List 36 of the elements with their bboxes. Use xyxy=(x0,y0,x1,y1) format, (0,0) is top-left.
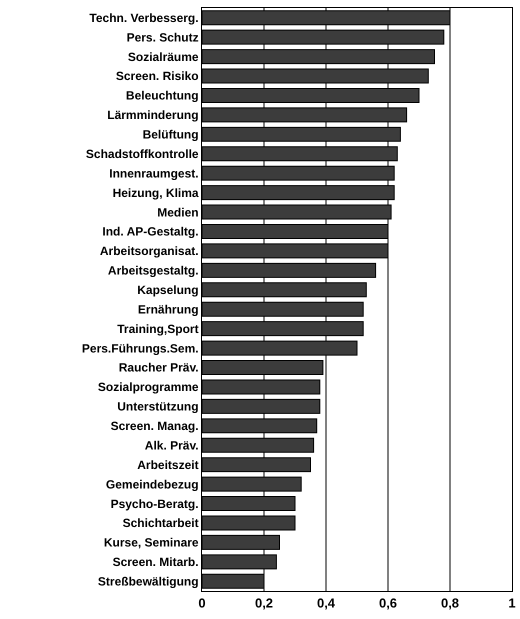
x-tick-label: 1 xyxy=(508,596,516,611)
y-tick-label: Screen. Manag. xyxy=(110,419,199,434)
y-tick-label: Raucher Präv. xyxy=(118,360,199,375)
y-tick-label: Heizung, Klima xyxy=(112,186,199,200)
y-tick-label: Belüftung xyxy=(142,128,199,142)
y-tick-label: Schadstoffkontrolle xyxy=(86,146,199,161)
y-tick-label: Gemeindebezug xyxy=(106,477,199,492)
y-tick-label: Pers. Schutz xyxy=(126,30,199,44)
y-tick-label: Innenraumgest. xyxy=(109,166,199,180)
x-tick-label: 0,8 xyxy=(440,596,460,611)
y-tick-label: Arbeitsorganisat. xyxy=(100,244,199,258)
y-tick-label: Sozialprogramme xyxy=(98,380,199,394)
y-tick-label: Sozialräume xyxy=(128,50,199,64)
y-tick-label: Arbeitszeit xyxy=(137,458,199,472)
y-tick-label: Screen. Risiko xyxy=(116,69,199,84)
y-tick-label: Screen. Mitarb. xyxy=(112,555,199,570)
y-tick-label: Techn. Verbesserg. xyxy=(89,10,199,25)
y-tick-label: Pers.Führungs.Sem. xyxy=(82,341,199,356)
y-tick-label: Ind. AP-Gestaltg. xyxy=(102,224,199,239)
y-tick-label: Beleuchtung xyxy=(126,88,199,103)
y-tick-label: Schichtarbeit xyxy=(122,516,199,530)
x-tick-label: 0 xyxy=(198,596,206,611)
y-tick-label: Alk. Präv. xyxy=(144,438,199,452)
x-tick-label: 0,4 xyxy=(316,596,336,611)
y-tick-label: Unterstützung xyxy=(117,400,199,414)
x-tick-label: 0,2 xyxy=(254,596,274,611)
y-tick-label: Lärmminderung xyxy=(107,108,199,122)
y-tick-label: Arbeitsgestaltg. xyxy=(108,264,199,278)
y-tick-label: Kurse, Seminare xyxy=(104,536,199,550)
y-tick-label: Psycho-Beratg. xyxy=(110,496,199,511)
x-tick-label: 0,6 xyxy=(378,596,398,611)
y-tick-label: Kapselung xyxy=(137,282,199,297)
y-tick-label: Medien xyxy=(157,205,199,220)
y-tick-label: Training,Sport xyxy=(117,322,199,336)
y-tick-label: Ernährung xyxy=(138,302,199,316)
y-tick-label: Streßbewältigung xyxy=(98,574,199,588)
